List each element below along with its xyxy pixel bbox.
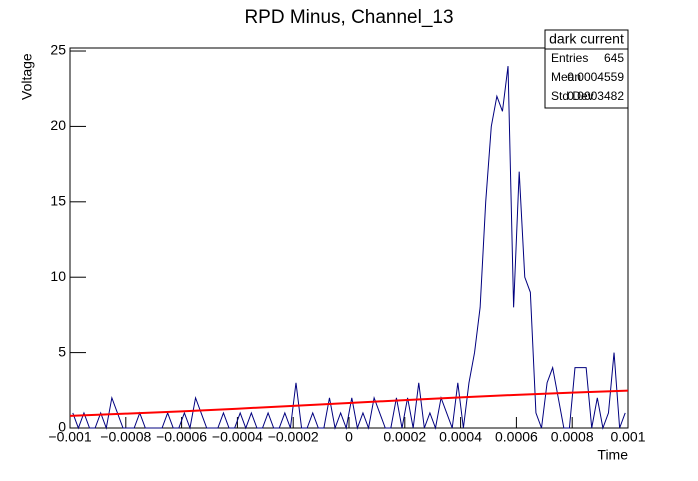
x-tick-label: −0.0004 xyxy=(212,429,263,445)
x-tick-label: 0.0004 xyxy=(439,429,482,445)
x-tick-label: 0.0006 xyxy=(495,429,538,445)
y-tick-label: 25 xyxy=(50,42,66,58)
y-axis-label: Voltage xyxy=(19,53,35,100)
y-tick-label: 0 xyxy=(58,419,66,435)
stats-value: 645 xyxy=(604,51,624,65)
stats-value: 0.0003482 xyxy=(567,89,624,103)
x-tick-label: −0.0006 xyxy=(156,429,207,445)
x-tick-label: −0.001 xyxy=(48,429,91,445)
chart-title: RPD Minus, Channel_13 xyxy=(244,7,453,28)
y-tick-label: 15 xyxy=(50,193,66,209)
stats-value: 0.0004559 xyxy=(567,70,624,84)
x-tick-label: −0.0002 xyxy=(268,429,319,445)
plot-frame xyxy=(69,47,629,429)
x-tick-label: 0.001 xyxy=(610,429,645,445)
y-tick-label: 10 xyxy=(50,268,66,284)
stats-title: dark current xyxy=(549,31,624,47)
stats-label: Std Dev xyxy=(551,89,594,103)
x-tick-label: −0.0008 xyxy=(100,429,151,445)
y-tick-label: 20 xyxy=(50,117,66,133)
x-axis-label: Time xyxy=(597,447,628,463)
x-tick-label: 0.0008 xyxy=(551,429,594,445)
y-tick-label: 5 xyxy=(58,343,66,359)
x-tick-label: 0 xyxy=(345,429,353,445)
stats-label: Mean xyxy=(551,70,581,84)
stats-box xyxy=(544,29,629,109)
data-line xyxy=(72,66,626,430)
data-line xyxy=(69,389,629,417)
stats-label: Entries xyxy=(551,51,588,65)
x-tick-label: 0.0002 xyxy=(383,429,426,445)
